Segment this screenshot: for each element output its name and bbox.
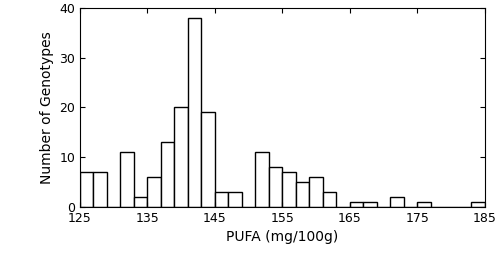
Bar (269, 167, 282, 207)
Bar (188, 18, 202, 207)
Bar (228, 192, 242, 207)
Bar (161, 142, 174, 207)
Bar (148, 177, 161, 207)
X-axis label: PUFA (mg/100g): PUFA (mg/100g) (226, 230, 338, 244)
Bar (390, 197, 404, 207)
Bar (134, 197, 147, 207)
Bar (256, 152, 269, 207)
Bar (296, 182, 310, 207)
Bar (80, 172, 94, 207)
Bar (202, 112, 215, 207)
Bar (350, 202, 364, 207)
Bar (418, 202, 431, 207)
Bar (364, 202, 377, 207)
Bar (323, 192, 336, 207)
Bar (472, 202, 485, 207)
Bar (215, 192, 228, 207)
Bar (282, 172, 296, 207)
Bar (94, 172, 107, 207)
Bar (120, 152, 134, 207)
Bar (174, 107, 188, 207)
Y-axis label: Number of Genotypes: Number of Genotypes (40, 31, 54, 184)
Bar (310, 177, 323, 207)
